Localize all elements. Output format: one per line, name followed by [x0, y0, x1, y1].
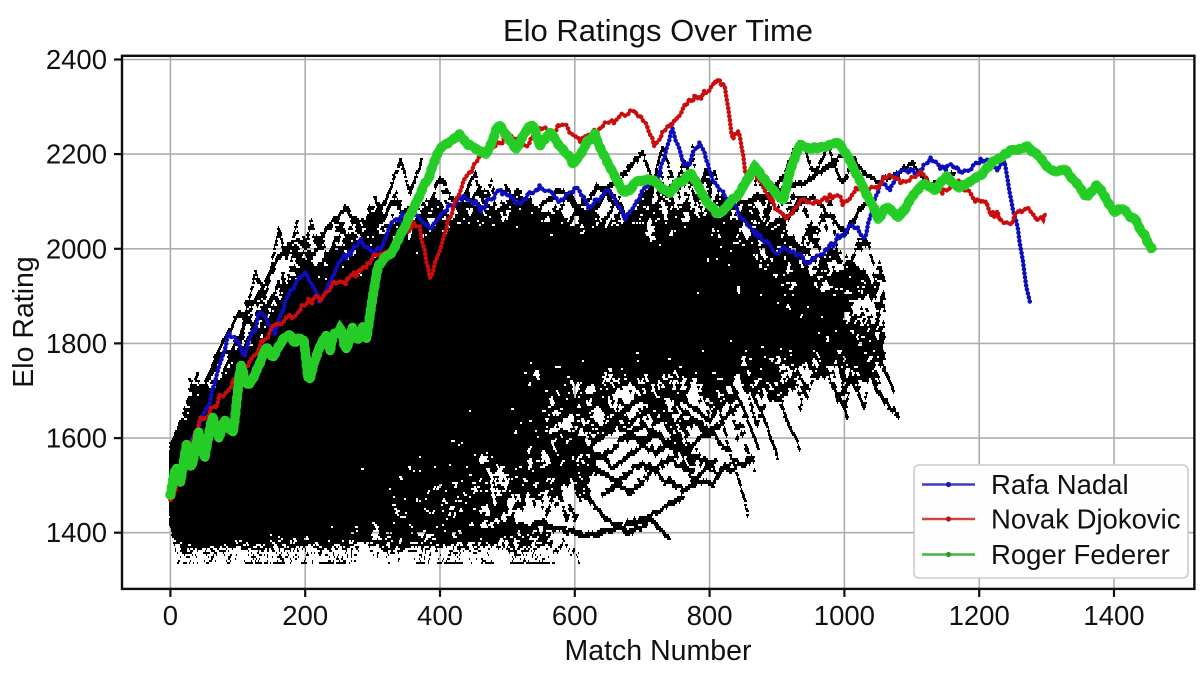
svg-text:600: 600 [552, 600, 598, 631]
svg-text:200: 200 [282, 600, 328, 631]
svg-text:Elo Rating: Elo Rating [8, 256, 40, 388]
svg-text:1600: 1600 [46, 423, 107, 454]
svg-text:Rafa Nadal: Rafa Nadal [991, 469, 1129, 500]
svg-text:Match Number: Match Number [565, 635, 752, 667]
svg-text:1400: 1400 [46, 517, 107, 548]
svg-text:800: 800 [687, 600, 733, 631]
svg-text:1200: 1200 [949, 600, 1010, 631]
svg-text:Novak Djokovic: Novak Djokovic [991, 504, 1181, 535]
svg-text:1800: 1800 [46, 328, 107, 359]
svg-text:0: 0 [163, 600, 178, 631]
svg-text:1000: 1000 [814, 600, 875, 631]
svg-text:1400: 1400 [1083, 600, 1144, 631]
svg-text:400: 400 [417, 600, 463, 631]
svg-text:2400: 2400 [46, 44, 107, 75]
svg-text:Elo Ratings Over Time: Elo Ratings Over Time [503, 13, 813, 48]
svg-text:2200: 2200 [46, 139, 107, 170]
svg-text:Roger Federer: Roger Federer [991, 539, 1170, 570]
svg-text:2000: 2000 [46, 233, 107, 264]
